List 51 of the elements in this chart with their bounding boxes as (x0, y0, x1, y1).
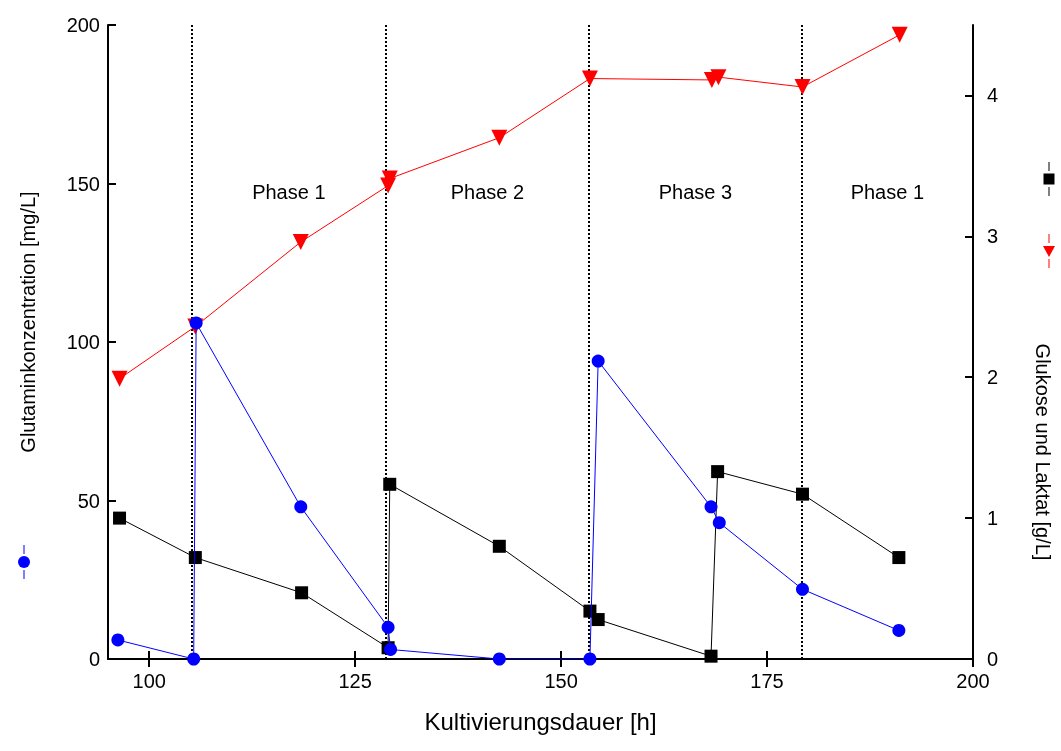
point (711, 465, 725, 479)
annotation: Phase 1 (252, 181, 326, 203)
point (794, 78, 811, 95)
y2-axis-title: Glukose und Laktat [g/L] (1032, 343, 1054, 561)
point (381, 620, 395, 634)
point (113, 511, 127, 525)
point (492, 539, 506, 553)
point (111, 370, 128, 387)
point (591, 354, 605, 368)
point (710, 69, 727, 86)
point (294, 500, 308, 514)
x-axis-title: Kultivierungsdauer [h] (424, 707, 657, 735)
point (292, 233, 309, 250)
point (491, 129, 508, 146)
y2-tick-label: 3 (987, 225, 999, 248)
point (892, 551, 906, 565)
point (492, 652, 506, 666)
y-tick-label: 0 (88, 648, 100, 670)
x-tick-label: 125 (338, 670, 372, 692)
point (591, 613, 605, 627)
y2-tick-label: 0 (987, 648, 999, 670)
point (795, 582, 809, 596)
point (712, 516, 726, 530)
point (383, 477, 397, 491)
point (795, 487, 809, 501)
point (188, 551, 202, 565)
point (583, 652, 597, 666)
y-tick-label: 200 (66, 14, 100, 36)
point (892, 623, 906, 637)
point (187, 652, 201, 666)
y-tick-label: 150 (66, 172, 100, 195)
x-tick-label: 150 (544, 670, 578, 692)
y2-tick-label: 1 (987, 507, 999, 530)
point (295, 586, 309, 600)
point (189, 316, 203, 330)
x-tick-label: 100 (132, 670, 166, 692)
y-tick-label: 50 (77, 489, 100, 512)
point (891, 26, 908, 43)
point (581, 70, 598, 87)
annotation: Phase 2 (450, 181, 525, 203)
y2-tick-label: 2 (987, 366, 999, 389)
point (704, 649, 718, 663)
y2-tick-label: 4 (987, 84, 999, 107)
y-axis-title: Glutaminkonzentration [mg/L] (17, 191, 39, 453)
x-tick-label: 200 (956, 670, 990, 692)
point (111, 633, 125, 647)
annotation: Phase 3 (658, 181, 733, 203)
x-tick-label: 175 (750, 670, 784, 692)
y-tick-label: 100 (66, 331, 100, 353)
annotation: Phase 1 (850, 181, 925, 203)
point (704, 500, 718, 514)
